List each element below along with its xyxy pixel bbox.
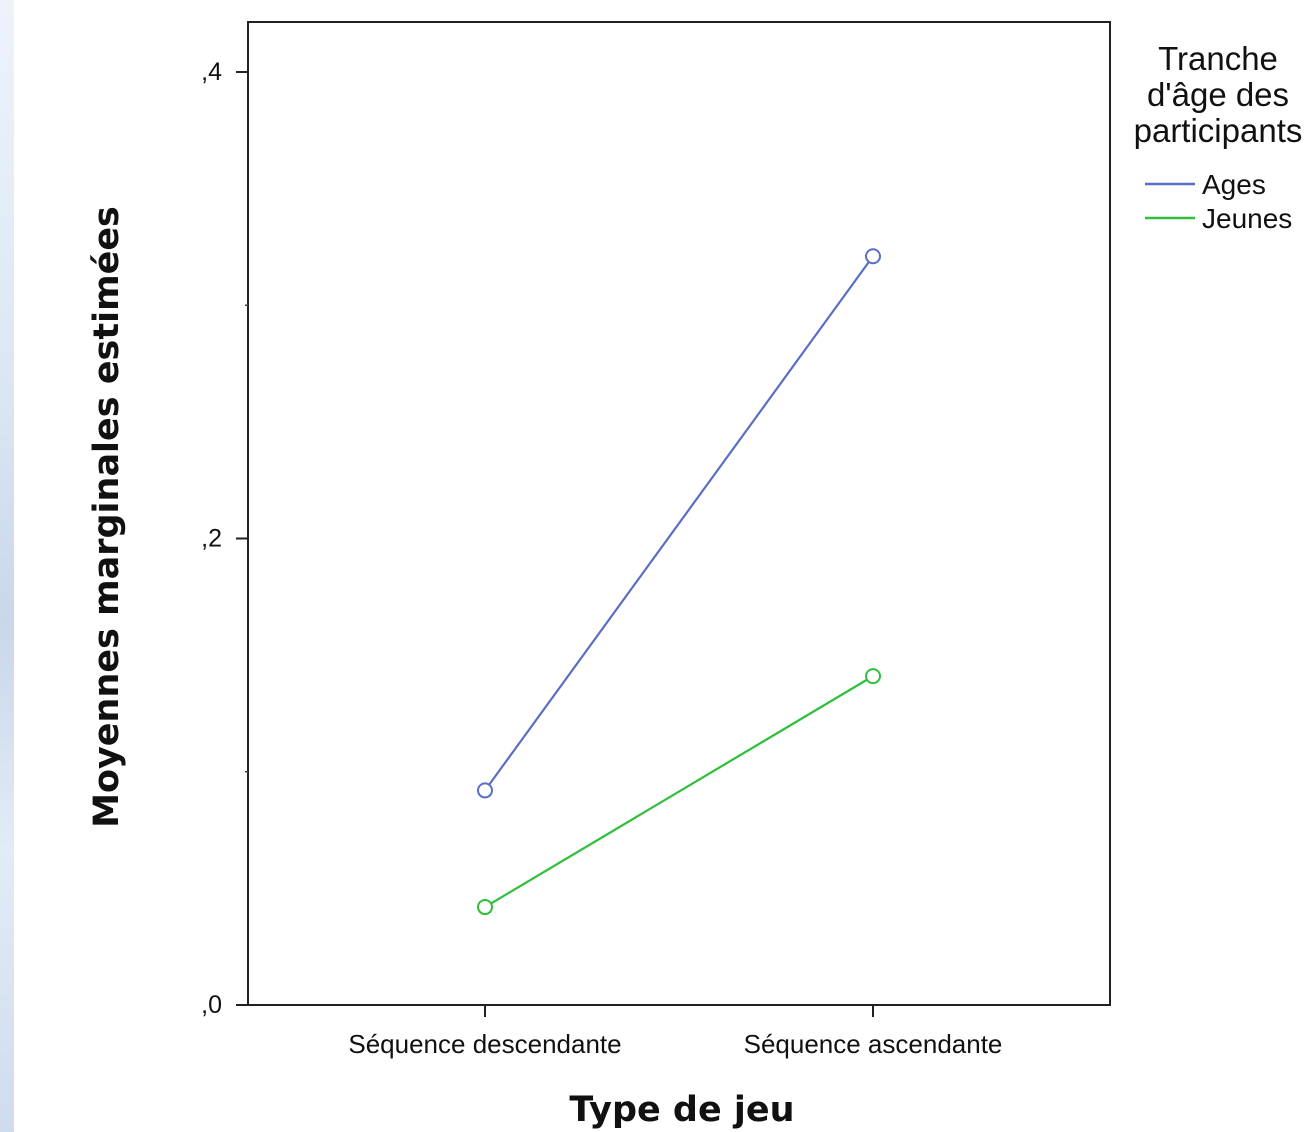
y-tick-label: ,2 bbox=[201, 525, 222, 553]
data-point-jeunes bbox=[477, 899, 493, 916]
series-line-ages bbox=[484, 255, 874, 792]
y-axis-title: Moyennes marginales estimées bbox=[87, 206, 127, 828]
y-tick-label: ,0 bbox=[201, 991, 222, 1019]
legend-title-line: participants bbox=[1134, 112, 1303, 149]
y-tick-label: ,4 bbox=[201, 58, 222, 86]
x-axis: Séquence descendante Séquence ascendante bbox=[348, 1005, 1002, 1059]
y-axis: ,0 ,2 ,4 bbox=[201, 58, 248, 1019]
legend-label-jeunes: Jeunes bbox=[1202, 203, 1292, 234]
plot-area bbox=[247, 21, 1111, 1006]
data-point-jeunes bbox=[865, 668, 881, 685]
series-layer bbox=[477, 248, 881, 916]
legend-title-line: d'âge des bbox=[1147, 76, 1289, 113]
data-point-ages bbox=[865, 248, 881, 265]
data-point-ages bbox=[477, 782, 493, 799]
x-tick-label: Séquence ascendante bbox=[744, 1029, 1003, 1059]
legend-label-ages: Ages bbox=[1202, 169, 1266, 200]
x-tick-label: Séquence descendante bbox=[348, 1029, 621, 1059]
background-edge bbox=[0, 0, 14, 1132]
series-line-jeunes bbox=[484, 675, 874, 908]
x-axis-title: Type de jeu bbox=[569, 1090, 794, 1130]
legend-title-line: Tranche bbox=[1158, 40, 1278, 77]
